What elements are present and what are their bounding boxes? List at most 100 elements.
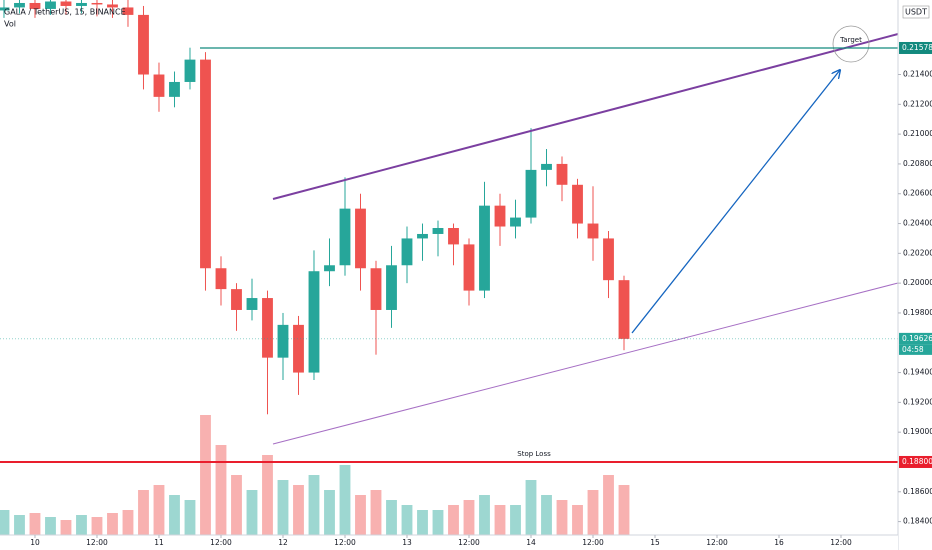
x-tick-label: 12:00 [86,538,108,547]
candle-body [339,208,351,266]
currency: USDT [905,8,927,17]
candle-body [587,223,599,239]
volume-label: Vol [4,20,16,29]
candle-body [262,298,273,358]
target-price-label-box [899,41,932,54]
x-tick-label: 12:00 [334,538,356,547]
volume-bar [417,510,428,535]
candle-body [494,205,506,227]
candle-body [60,1,72,6]
candle-body [541,163,552,170]
volume-bar [618,485,630,535]
lower-trend-line [272,282,899,445]
volume-bar [200,415,211,535]
volume-bar [510,505,521,535]
candle-body [0,7,10,11]
y-tick-label: 0.21200 [903,99,932,108]
volume-bar [169,495,180,535]
candle-body [91,2,103,5]
candle-body [479,205,490,291]
candle-body [556,163,568,185]
time-axis-bg [0,535,898,550]
y-tick-label: 0.18600 [903,487,932,496]
y-tick-label: 0.21400 [903,70,932,79]
volume-bar [277,480,289,535]
x-tick-label: 13 [402,538,412,547]
y-tick-label: 0.18400 [903,517,932,526]
volume-bar [525,480,537,535]
axis-layer: 0.18400 0.18600 0.19000 0.19200 0.19400 0.198… [30,41,932,547]
candle-body [618,280,630,339]
volume-bar [463,500,475,535]
currency-box [902,5,930,19]
volume-bar [29,513,41,535]
volume-bar [448,505,459,535]
x-tick-label: 12:00 [582,538,604,547]
target-label: Target [839,36,862,44]
volume-bar [339,465,351,535]
volume-bar [184,500,196,535]
y-tick-label: 0.19800 [903,308,932,317]
upper-trend-line [272,33,899,200]
volume-bar [541,495,552,535]
volume-bar [556,500,568,535]
candle-body [572,184,583,224]
volume-bar [324,490,335,535]
volume-bar [494,505,506,535]
candle-body [107,4,118,8]
y-tick-label: 0.21000 [903,129,932,138]
candle-body [525,169,537,218]
y-tick-label: 0.19400 [903,368,932,377]
last-price-label: 0.19626 [902,334,932,343]
volume-bar [293,485,304,535]
volume-bar [308,475,320,535]
candle-body [231,289,242,310]
candle-body [29,2,41,9]
volume-bar [91,517,103,535]
candle-body [76,2,87,6]
countdown: 04:58 [902,345,924,354]
volume-bar [479,495,490,535]
volume-bar [231,475,242,535]
candle-body [14,2,25,8]
volume-bar [107,513,118,535]
volume-bar [355,495,366,535]
candle-body [277,324,289,358]
candle-body [200,59,211,269]
y-tick-label: 0.19000 [903,427,932,436]
x-tick-label: 10 [30,538,40,547]
volume-bar [262,455,273,535]
candle-body [308,271,320,373]
x-tick-label: 11 [154,538,164,547]
y-tick-label: 0.20000 [903,278,932,287]
volume-bar [45,517,56,535]
x-tick-label: 12:00 [210,538,232,547]
stop-loss-price-label: 0.18800 [902,457,932,466]
candle-body [510,217,521,227]
volume-bar [432,510,444,535]
candle-body [138,14,149,75]
candle-body [401,238,413,266]
candle-body [370,268,382,310]
projection-arrow [631,70,840,334]
volume-bar [370,490,382,535]
candle-body [448,228,459,245]
y-tick-label: 0.20400 [903,219,932,228]
volume-layer [0,415,630,535]
volume-bar [587,490,599,535]
x-tick-label: 16 [774,538,784,547]
candle-body [122,7,134,15]
volume-bar [386,500,397,535]
candle-body [324,265,335,272]
stop-loss-price-label-box [899,455,932,468]
candle-body [169,81,180,97]
last-price-label-box [899,332,932,345]
volume-bar [153,485,165,535]
candle-body [215,268,227,290]
x-tick-label: 12:00 [458,538,480,547]
volume-bar [246,490,258,535]
volume-bar [572,505,583,535]
x-tick-label: 12 [278,538,288,547]
